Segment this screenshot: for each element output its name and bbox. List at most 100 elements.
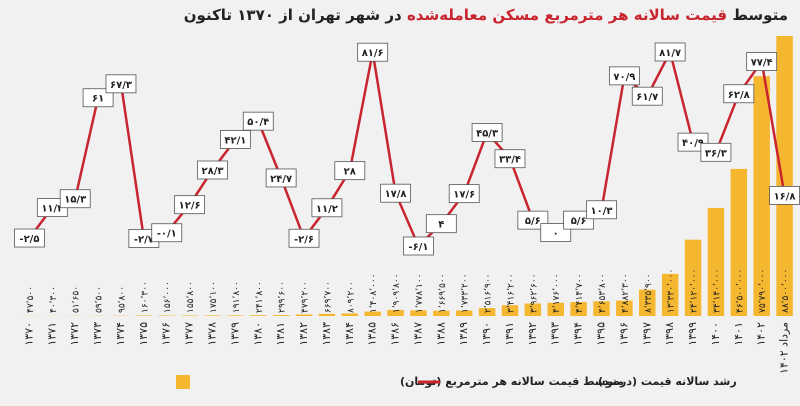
- bar: [387, 309, 404, 316]
- value-label-box: [746, 52, 778, 71]
- line-value-label: ۱۱/۳: [41, 204, 63, 215]
- x-tick-label: ۱۳۸۵: [366, 322, 379, 346]
- bar-value-label: ۱٬۹۰۹٬۸۰۰: [392, 273, 402, 313]
- bar-value-label: ۱۷۵٬۱۰۰: [209, 281, 219, 313]
- bar-value-label: ۴٬۴۱۴٬۷۰۰: [575, 273, 585, 313]
- value-label-box: [82, 88, 114, 108]
- x-tick-label: ۱۴۰۱: [732, 322, 745, 346]
- x-tick-label: ۱۳۸۹: [457, 322, 470, 346]
- value-label-box: [494, 149, 526, 169]
- bar-value-label: ۶۶۹٬۷۰۰: [323, 281, 333, 313]
- line-value-label: ۵/۶: [525, 216, 541, 227]
- bar: [135, 315, 153, 316]
- value-label-box: [425, 214, 457, 234]
- x-tick-label: ۱۳۷۶: [160, 322, 173, 346]
- bar: [295, 314, 313, 316]
- bar-layer: ۴۷٬۵۰۰ ۴۰٬۳۰۰ ۵۱٬۶۵۰ ۵۹٬۵۰۰ ۹۵٬۸۰۰ ۱۶۰٬۳۰۰ ۱۵۶…: [21, 36, 793, 316]
- bar-value-label: ۴۶٬۵۰۰٬۰۰۰: [735, 269, 745, 313]
- chart-title: متوسط قیمت سالانه هر مترمربع مسکن معامله…: [184, 6, 788, 24]
- bar-value-label: ۱٬۴۰۸٬۰۰۰: [369, 273, 379, 313]
- line-value-label: ۳۶/۳: [705, 148, 727, 159]
- line-value-label: ۱۷/۶: [453, 190, 475, 201]
- bar-value-label: ۳٬۴۱۶٬۲۰۰: [506, 273, 516, 313]
- x-tick-label: ۱۳۸۸: [434, 322, 447, 346]
- x-tick-label: ۱۳۷۲: [68, 322, 81, 346]
- x-tick-label: ۱۳۹۶: [617, 322, 630, 346]
- bar-value-label: ۱٬۷۷۸٬۱۰۰: [415, 273, 425, 313]
- value-label-box: [242, 111, 274, 131]
- value-label-box: [448, 184, 480, 204]
- bar-value-label: ۴٬۸۸۲٬۳۰۰: [621, 273, 631, 313]
- x-tick-label: ۱۳۸۰: [251, 322, 264, 346]
- line-value-label: ۶۷/۳: [110, 80, 132, 91]
- bar-value-label: ۴٬۱۷۶٬۰۰۰: [552, 273, 562, 313]
- legend-label: متوسط قیمت سالانه هر مترمربع (تومان): [400, 375, 624, 388]
- line-value-label: ۱۰/۳: [591, 206, 613, 217]
- line-value-label: -۲/۶: [294, 234, 314, 245]
- x-tick-label: ۱۳۹۳: [549, 322, 562, 346]
- x-tick-label: مرداد ۱۴۰۲: [778, 322, 791, 374]
- x-tick-label: ۱۳۷۴: [114, 322, 127, 346]
- bar: [250, 315, 267, 316]
- line-value-label: ۲۸/۳: [202, 166, 224, 177]
- bar: [661, 273, 679, 316]
- bar-value-label: ۲۹۹٬۶۰۰: [278, 281, 288, 313]
- line-value-label: ۱۷/۸: [385, 189, 407, 200]
- bar: [524, 303, 542, 316]
- line-value-label: ۷۷/۴: [751, 58, 773, 69]
- x-tick-label: ۱۳۹۷: [640, 322, 653, 346]
- line-value-label: ۳۳/۴: [499, 155, 521, 166]
- bar: [753, 76, 770, 316]
- bar-value-label: ۵۱٬۶۵۰: [72, 286, 82, 313]
- bar-value-label: ۱۵۵٬۸۰۰: [186, 281, 196, 313]
- value-label-box: [288, 228, 320, 248]
- x-tick-label: ۱۴۰۰: [709, 322, 722, 346]
- bar-value-label: ۲۴۱٬۸۰۰: [255, 281, 265, 313]
- x-tick-label: ۱۳۹۸: [663, 322, 676, 346]
- x-tick-label: ۱۳۹۵: [595, 322, 608, 346]
- x-tick-label: ۱۳۷۳: [91, 322, 104, 346]
- title-suffix: در شهر تهران از ۱۳۷۰ تاکنون: [183, 6, 402, 24]
- x-tick-label: ۱۳۹۰: [480, 322, 493, 346]
- bar-value-label: ۴۷٬۵۰۰: [26, 286, 36, 313]
- bar: [433, 310, 450, 316]
- line-value-label: ۶۲/۸: [728, 90, 750, 101]
- line-layer: -۲/۵ ۱۱/۳۱۵/۳ ۶۱ ۶۷/۳ -۲/۷-۰/۱ ۱۲/۶ ۲۸/۳ ۴۲/۱۵۰…: [14, 42, 800, 256]
- value-label-box: [380, 183, 411, 203]
- bar: [593, 301, 610, 316]
- bar: [410, 310, 427, 316]
- bar: [341, 313, 359, 316]
- bar-value-label: ۲۴٬۱۲۰٬۰۰۰: [690, 269, 700, 313]
- bar: [227, 315, 244, 316]
- value-label-box: [265, 168, 297, 188]
- x-tick-label: ۱۳۹۴: [572, 322, 585, 346]
- line-value-label: ۴۵/۳: [476, 128, 498, 139]
- x-tick-label: ۱۳۹۲: [526, 322, 539, 346]
- line-value-label: ۸۱/۷: [659, 48, 681, 59]
- x-tick-label: ۱۳۷۹: [228, 322, 241, 346]
- bar-value-label: ۴٬۶۵۳٬۸۰۰: [598, 273, 608, 313]
- line-value-label: ۵/۶: [571, 216, 587, 227]
- line-value-label: ۲۸: [344, 167, 356, 178]
- bar-value-label: ۲٬۵۱۶٬۹۰۰: [484, 273, 494, 313]
- value-label-box: [357, 42, 389, 62]
- title-prefix: متوسط: [732, 6, 788, 24]
- bar-value-label: ۷۵٬۷۹۰٬۰۰۰: [758, 269, 768, 313]
- line-value-label: ۸۱/۶: [362, 48, 384, 59]
- x-tick-label: ۱۳۸۷: [411, 322, 424, 346]
- bar: [204, 315, 221, 316]
- bar-value-label: ۴۰٬۳۰۰: [49, 286, 59, 313]
- title-highlight: قیمت سالانه هر مترمربع مسکن معامله‌شده: [406, 6, 728, 24]
- line-value-label: ۰: [553, 229, 559, 240]
- bar-value-label: ۱٬۶۶۹٬۵۰۰: [438, 273, 448, 313]
- bar: [501, 305, 519, 316]
- x-tick-label: ۱۳۷۵: [137, 322, 150, 346]
- bar-value-label: ۱۳٬۳۳۰٬۰۰۰: [667, 269, 677, 313]
- value-label-box: [174, 195, 206, 215]
- line-value-label: -۰/۱: [157, 229, 177, 240]
- growth-line: [28, 48, 786, 249]
- bar-value-label: ۸٬۳۳۵٬۹۰۰: [644, 273, 654, 313]
- bar-value-label: ۸۸٬۵۰۰٬۰۰۰: [781, 269, 791, 313]
- bar-value-label: ۳۴٬۱۴۰٬۰۰۰: [712, 269, 722, 313]
